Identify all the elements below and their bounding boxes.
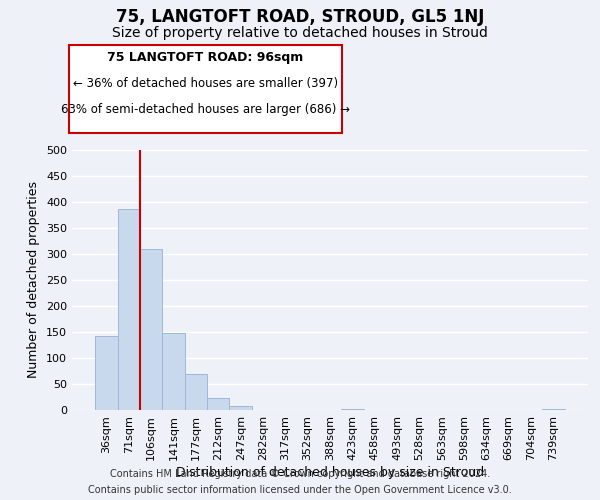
Bar <box>542 409 565 410</box>
Bar <box>185 374 207 410</box>
Bar <box>229 406 252 410</box>
Text: Contains HM Land Registry data © Crown copyright and database right 2024.: Contains HM Land Registry data © Crown c… <box>110 469 490 479</box>
Text: Size of property relative to detached houses in Stroud: Size of property relative to detached ho… <box>112 26 488 40</box>
X-axis label: Distribution of detached houses by size in Stroud: Distribution of detached houses by size … <box>176 466 484 478</box>
Text: Contains public sector information licensed under the Open Government Licence v3: Contains public sector information licen… <box>88 485 512 495</box>
Bar <box>95 336 118 410</box>
Bar <box>118 209 140 410</box>
Text: 63% of semi-detached houses are larger (686) →: 63% of semi-detached houses are larger (… <box>61 102 350 116</box>
Text: 75 LANGTOFT ROAD: 96sqm: 75 LANGTOFT ROAD: 96sqm <box>107 51 304 64</box>
Bar <box>207 398 229 410</box>
Text: 75, LANGTOFT ROAD, STROUD, GL5 1NJ: 75, LANGTOFT ROAD, STROUD, GL5 1NJ <box>116 8 484 26</box>
Y-axis label: Number of detached properties: Number of detached properties <box>28 182 40 378</box>
Bar <box>341 409 364 410</box>
Text: ← 36% of detached houses are smaller (397): ← 36% of detached houses are smaller (39… <box>73 78 338 90</box>
Bar <box>140 250 163 410</box>
Bar <box>163 333 185 410</box>
